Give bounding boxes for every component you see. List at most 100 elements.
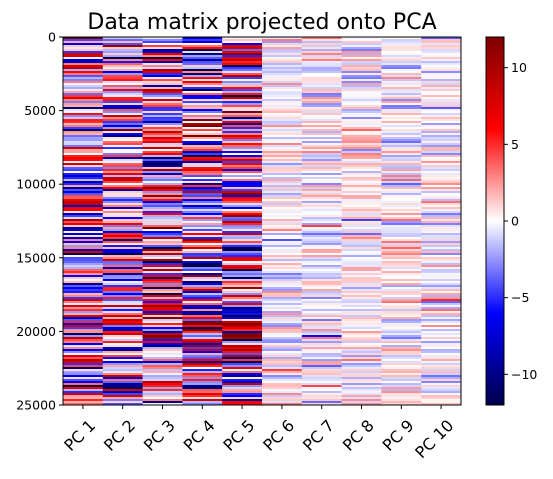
heatmap-cell [301,371,342,374]
heatmap-cell [142,371,183,374]
heatmap-cell [341,41,382,44]
heatmap-cell [142,279,183,282]
heatmap-cell [142,319,183,322]
heatmap-cell [262,371,303,374]
heatmap-cell [182,249,223,252]
heatmap-cell [381,239,422,242]
heatmap-cell [421,99,462,102]
heatmap-cell [142,253,183,256]
heatmap-cell [222,181,263,184]
heatmap-cell [262,287,303,290]
heatmap-cell [301,279,342,282]
heatmap-cell [222,147,263,150]
heatmap-cell [63,265,104,268]
heatmap-cell [222,341,263,344]
heatmap-cell [301,357,342,360]
heatmap-cell [182,169,223,172]
heatmap-cell [63,119,104,122]
heatmap-cell [301,313,342,316]
heatmap-cell [421,403,462,406]
heatmap-cell [63,139,104,142]
heatmap-cell [341,197,382,200]
heatmap-cell [262,143,303,146]
heatmap-cell [421,177,462,180]
heatmap-cell [301,79,342,82]
heatmap-cell [341,87,382,90]
heatmap-cell [142,107,183,110]
heatmap-cell [142,265,183,268]
heatmap-cell [182,201,223,204]
heatmap-cell [63,129,104,132]
heatmap-cell [102,43,143,46]
heatmap-cell [182,377,223,380]
heatmap-cell [222,117,263,120]
heatmap-cell [63,41,104,44]
heatmap-cell [262,267,303,270]
heatmap-cell [102,299,143,302]
heatmap-cell [63,351,104,354]
heatmap-cell [301,199,342,202]
heatmap-cell [142,171,183,174]
heatmap-cell [381,81,422,84]
heatmap-cell [262,225,303,228]
heatmap-cell [182,167,223,170]
heatmap-cell [182,63,223,66]
heatmap-cell [421,161,462,164]
heatmap-cell [381,315,422,318]
heatmap-cell [421,185,462,188]
heatmap-cell [63,225,104,228]
heatmap-cell [421,331,462,334]
heatmap-cell [142,335,183,338]
heatmap-cell [262,109,303,112]
heatmap-cell [63,171,104,174]
heatmap-cell [341,205,382,208]
heatmap-cell [182,149,223,152]
heatmap-cell [301,383,342,386]
heatmap-cell [421,59,462,62]
heatmap-cell [262,223,303,226]
heatmap-cell [301,147,342,150]
heatmap-cell [301,377,342,380]
heatmap-cell [381,189,422,192]
heatmap-cell [381,51,422,54]
heatmap-cell [262,133,303,136]
heatmap-cell [262,241,303,244]
heatmap-cell [142,249,183,252]
heatmap-cell [63,39,104,42]
heatmap-cell [262,125,303,128]
heatmap-cell [301,59,342,62]
heatmap-cell [341,323,382,326]
heatmap-cell [421,267,462,270]
heatmap-cell [341,185,382,188]
heatmap-cell [421,391,462,394]
heatmap-cell [102,51,143,54]
heatmap-cell [381,231,422,234]
heatmap-cell [102,59,143,62]
heatmap-cell [182,281,223,284]
heatmap-cell [182,357,223,360]
heatmap-cell [381,55,422,58]
heatmap-cell [222,365,263,368]
heatmap-cell [182,227,223,230]
heatmap-cell [341,113,382,116]
heatmap-cell [341,295,382,298]
x-axis: PC 1 PC 2 PC 3 PC 4 PC 5 PC 6 PC 7 PC 8 PC 9PC 1… [60,405,457,462]
heatmap-cell [222,99,263,102]
heatmap-cell [102,181,143,184]
heatmap-cell [421,371,462,374]
heatmap-cell [421,359,462,362]
heatmap-cell [262,397,303,400]
heatmap-cell [222,43,263,46]
heatmap-cell [182,155,223,158]
heatmap-cell [222,255,263,258]
heatmap-cell [102,69,143,72]
heatmap-cell [63,325,104,328]
heatmap-cell [381,57,422,60]
heatmap-cell [421,375,462,378]
heatmap-cell [63,199,104,202]
heatmap-cell [381,43,422,46]
heatmap-cell [301,123,342,126]
heatmap-cell [301,311,342,314]
heatmap-cell [381,389,422,392]
heatmap-cell [102,361,143,364]
